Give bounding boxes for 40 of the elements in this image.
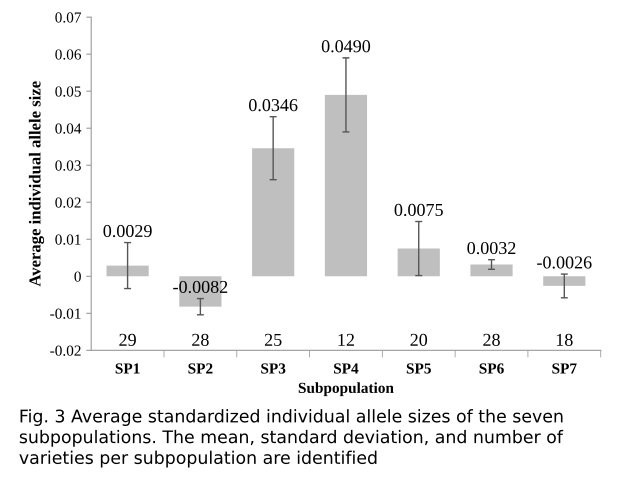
- y-tick-label: 0: [74, 271, 81, 282]
- x-tick-label: SP6: [480, 363, 504, 374]
- data-label: -0.0026: [537, 256, 592, 269]
- y-tick-label: -0.02: [50, 345, 81, 356]
- x-tick-label: SP5: [406, 363, 431, 374]
- data-label: -0.0082: [173, 280, 228, 294]
- data-label: 0.0075: [394, 204, 443, 216]
- y-axis-title: Average individual allele size: [28, 81, 44, 286]
- annotation: 28: [483, 334, 500, 346]
- data-label: 0.0346: [249, 99, 298, 112]
- bar: [106, 266, 149, 276]
- data-label: 0.0032: [467, 242, 516, 254]
- y-tick-label: 0.01: [55, 234, 81, 245]
- bar: [252, 148, 294, 276]
- x-tick-label: SP2: [188, 363, 212, 374]
- x-tick-label: SP4: [334, 363, 358, 374]
- data-label: 0.0490: [322, 40, 370, 52]
- bar: [543, 276, 586, 286]
- x-tick-label: SP7: [552, 363, 577, 374]
- bar: [324, 94, 368, 276]
- bar: [398, 248, 440, 276]
- x-tick-label: SP1: [116, 363, 140, 374]
- bar: [470, 264, 513, 276]
- y-tick-label: 0.02: [55, 197, 81, 208]
- annotation: 12: [338, 334, 354, 346]
- y-tick-label: 0.05: [55, 86, 81, 97]
- y-tick-label: 0.07: [55, 12, 82, 23]
- x-tick-label: SP3: [261, 363, 286, 374]
- annotation: 25: [264, 334, 282, 346]
- annotation: 20: [410, 334, 428, 346]
- y-tick-label: 0.04: [55, 123, 82, 134]
- annotation: 29: [119, 334, 136, 346]
- annotation: 28: [192, 334, 209, 346]
- y-tick-label: 0.03: [55, 160, 81, 171]
- y-tick-label: -0.01: [50, 308, 81, 319]
- annotation: 18: [556, 334, 573, 346]
- caption: Fig. 3 Average standardized individual allele sizes of the seven subpopulations. The mean, standard deviation, and number of varieties per subpopulation are identified: [19, 409, 564, 468]
- y-tick-label: 0.06: [55, 49, 82, 60]
- data-label: 0.0029: [103, 224, 152, 238]
- x-axis-title: Subpopulation: [298, 382, 394, 396]
